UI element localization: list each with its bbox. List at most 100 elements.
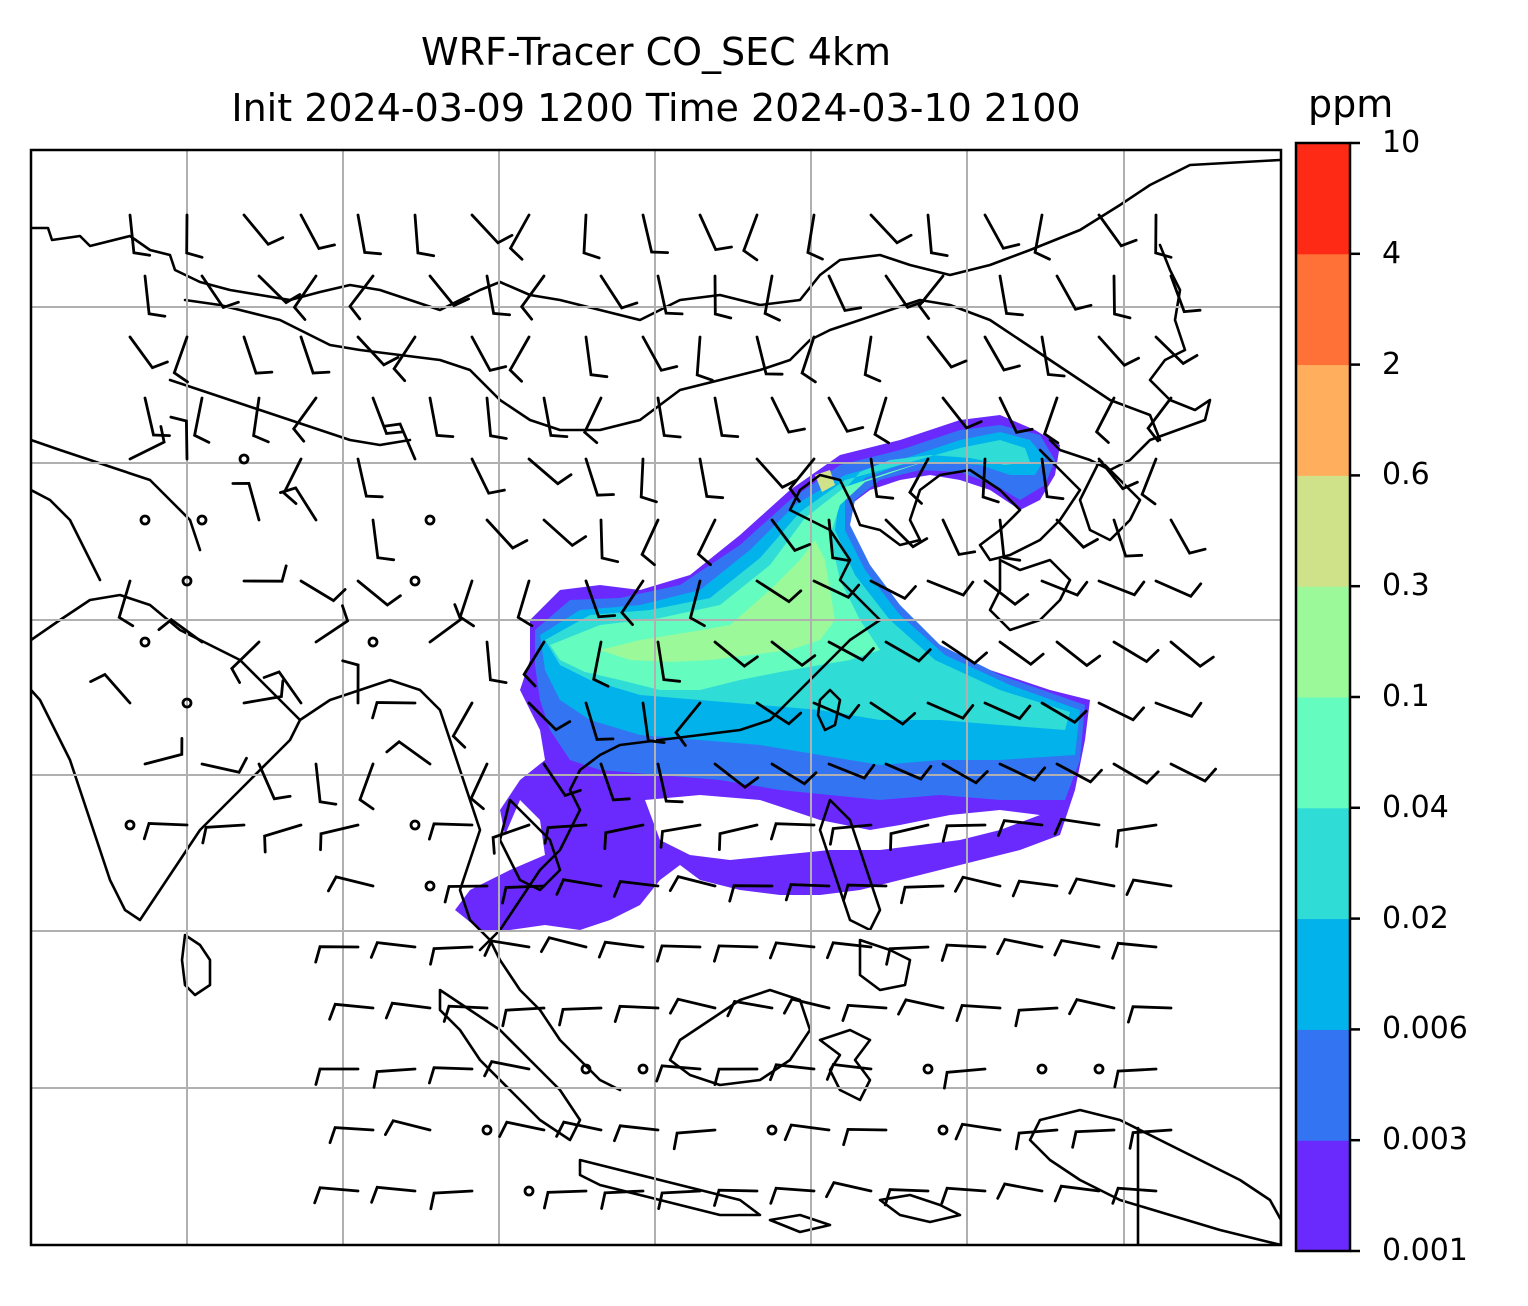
wind-barb [713, 640, 759, 668]
wind-barb [1071, 1128, 1116, 1149]
wind-barb-calm [922, 1063, 934, 1075]
wind-barb [582, 213, 601, 260]
wind-barb [429, 945, 474, 966]
wind-barb [200, 756, 248, 774]
wind-barb [718, 823, 759, 851]
wind-barb [328, 1002, 375, 1021]
wind-barb [641, 335, 679, 372]
wind-barb [483, 939, 531, 957]
wind-barb [869, 579, 917, 601]
wind-barb [263, 823, 303, 854]
colorbar-tick-label: 4 [1382, 235, 1402, 271]
wind-barb [356, 213, 382, 256]
wind-barb [470, 213, 514, 245]
wind-barb [356, 457, 384, 499]
wind-barb [696, 518, 717, 567]
wind-barb [1055, 274, 1093, 311]
wind-barb [827, 762, 876, 780]
wind-barb [841, 1003, 888, 1022]
wind-barb [940, 1186, 987, 1205]
colorbar-tick-label: 10 [1382, 125, 1421, 160]
wind-barb [603, 823, 645, 850]
wind-barb [926, 213, 949, 257]
wind-barb [597, 940, 645, 959]
wind-barb [142, 822, 189, 841]
wind-barb [451, 701, 474, 749]
wind-barb [1055, 762, 1103, 784]
map-frame [29, 148, 1283, 1247]
wind-barb [1112, 640, 1160, 664]
wind-barb [827, 518, 850, 562]
wind-barb [869, 457, 895, 500]
wind-barb [1068, 877, 1116, 895]
wind-barb [728, 884, 774, 903]
colorbar-segment [1296, 253, 1350, 366]
wind-barb [299, 579, 347, 603]
wind-barb [943, 1067, 987, 1090]
wind-barb [926, 579, 975, 597]
wind-barb [527, 701, 572, 732]
gridlines [31, 150, 1281, 1245]
wind-barb [996, 937, 1044, 956]
wind-barb [806, 213, 824, 261]
wind-barb [443, 884, 489, 904]
wind-barb [128, 335, 169, 370]
colorbar-unit: ppm [1308, 82, 1394, 126]
wind-barb [327, 875, 375, 893]
wind-barb [543, 1189, 588, 1210]
wind-barb [483, 1060, 531, 1078]
wind-barb [770, 822, 816, 841]
colorbar [1294, 141, 1360, 1253]
wind-barb [826, 941, 873, 960]
wind-barb [713, 1067, 759, 1086]
wind-barb [742, 213, 759, 262]
wind-barb [242, 679, 285, 705]
wind-barb [713, 1188, 759, 1207]
wind-barb [508, 213, 531, 261]
wind-barb [770, 518, 812, 553]
wind-barb [1128, 1128, 1173, 1150]
wind-barb [998, 762, 1047, 782]
wind-barb [755, 335, 784, 376]
wind-barb [783, 1123, 831, 1142]
colorbar-segment [1296, 1140, 1350, 1252]
wind-barb [1097, 213, 1138, 248]
wind-barb [143, 396, 171, 437]
colorbar-segment [1296, 1029, 1350, 1141]
wind-barb [827, 640, 875, 662]
wind-barb [1097, 579, 1146, 597]
wind-barb [997, 819, 1044, 837]
wind-barb [827, 274, 863, 313]
wind-barb [996, 1182, 1044, 1200]
wind-barb [873, 396, 890, 445]
wind-barb [825, 1180, 873, 1199]
wind-barb [1033, 213, 1051, 261]
wind-barb [257, 762, 292, 801]
wind-barb [941, 762, 989, 785]
wind-barb [941, 823, 987, 843]
wind-barb [428, 603, 463, 644]
wind-barb [783, 997, 831, 1015]
wind-barb [755, 701, 803, 726]
wind-barb [1042, 396, 1060, 445]
wind-barb [543, 823, 588, 845]
wind-barb [983, 213, 1021, 250]
wind-barb [485, 274, 511, 317]
wind-barb-calm [424, 514, 436, 526]
chart-title-line2: Init 2024-03-09 1200 Time 2024-03-10 210… [231, 86, 1081, 130]
colorbar-tick-label: 2 [1382, 346, 1402, 382]
wind-barb [555, 1120, 603, 1138]
wind-barb [371, 518, 396, 562]
wind-barb [370, 1185, 417, 1204]
wind-barb [1111, 1186, 1158, 1205]
wind-barb [600, 1189, 645, 1210]
wind-barb [242, 335, 274, 375]
wind-barb [428, 1066, 474, 1085]
wind-barb-calm [238, 453, 250, 465]
wind-barb [641, 213, 669, 254]
wind-barb [1014, 1006, 1059, 1028]
wind-barb [669, 997, 717, 1015]
wind-barb [755, 579, 803, 604]
wind-barb [172, 335, 189, 384]
wind-barb [314, 1067, 360, 1086]
